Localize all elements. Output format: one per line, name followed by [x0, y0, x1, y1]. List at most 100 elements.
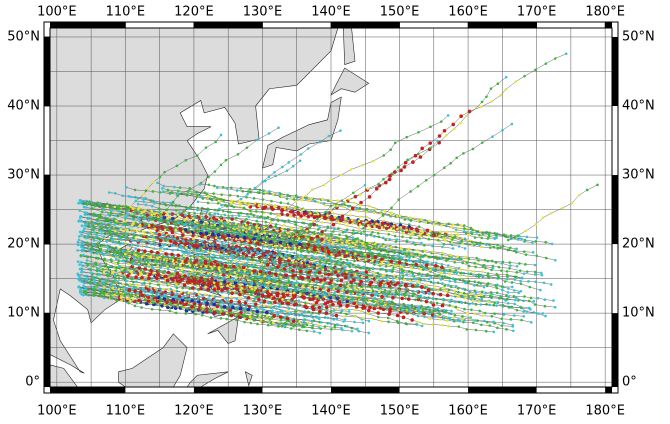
track-point	[196, 200, 200, 204]
track-point	[82, 253, 85, 257]
track-point	[117, 259, 120, 263]
track-point	[92, 243, 95, 247]
track-point	[286, 206, 290, 210]
track-point	[401, 274, 405, 277]
track-point	[124, 242, 127, 245]
track-point	[289, 311, 293, 315]
track-point	[152, 240, 156, 244]
track-point	[221, 301, 225, 305]
track-point	[136, 196, 140, 200]
track-point	[279, 201, 283, 205]
track-point	[323, 325, 327, 328]
track-point	[212, 302, 216, 307]
track-point	[87, 222, 91, 226]
track-point	[315, 315, 319, 319]
track-point	[188, 287, 191, 291]
track-point	[180, 305, 183, 309]
track-point	[419, 255, 422, 259]
track-point	[452, 316, 455, 319]
track-point	[316, 294, 319, 298]
track-point	[387, 312, 391, 317]
track-point	[423, 315, 426, 319]
track-point	[190, 192, 193, 196]
track-point	[225, 255, 229, 258]
track-point	[384, 265, 388, 268]
track-point	[281, 165, 284, 169]
track-point	[393, 274, 396, 277]
track-point	[412, 312, 415, 316]
track-point	[477, 273, 481, 276]
track-point	[544, 314, 547, 318]
track-point	[368, 267, 371, 271]
track-point	[424, 299, 429, 304]
track-point	[300, 198, 304, 202]
track-point	[312, 330, 316, 333]
track-point	[139, 271, 142, 274]
track-point	[322, 183, 326, 187]
track-point	[431, 323, 434, 326]
track-point	[89, 255, 93, 259]
track-point	[308, 285, 312, 289]
track-point	[259, 280, 263, 283]
track-point	[468, 290, 472, 294]
track-point	[159, 246, 163, 249]
track-point	[453, 289, 456, 292]
track-point	[287, 161, 291, 164]
track-point	[345, 270, 349, 274]
track-point	[380, 294, 384, 299]
track-point	[491, 266, 495, 270]
track-point	[224, 297, 228, 300]
track-point	[333, 324, 337, 327]
track-point	[341, 241, 344, 245]
track-point	[478, 243, 481, 247]
track-point	[429, 125, 432, 129]
track-point	[495, 291, 499, 295]
track-point	[449, 233, 453, 236]
track-point	[304, 301, 307, 305]
track-point	[219, 317, 223, 320]
track-point	[296, 205, 299, 209]
track-point	[427, 233, 430, 237]
track-point	[336, 220, 339, 223]
track	[188, 274, 513, 327]
track-point	[270, 230, 274, 234]
track-point	[368, 228, 372, 231]
track-point	[443, 289, 447, 293]
track-point	[500, 285, 504, 288]
track-point	[267, 175, 271, 179]
track-point	[285, 213, 290, 217]
track-point	[417, 130, 420, 134]
track-point	[245, 257, 249, 260]
track-point	[125, 209, 128, 212]
track-point	[372, 306, 377, 311]
track-point	[426, 273, 429, 277]
track-point	[431, 296, 435, 300]
track-point	[532, 300, 536, 303]
track-point	[311, 188, 314, 191]
track-point	[433, 284, 437, 288]
track-point	[307, 283, 310, 286]
track-point	[204, 310, 209, 314]
track-point	[237, 256, 240, 259]
track-point	[274, 278, 277, 281]
track-point	[493, 312, 496, 316]
track-point	[184, 302, 189, 307]
track-point	[338, 233, 341, 237]
track-point	[137, 266, 142, 270]
track-point	[194, 215, 198, 218]
track-point	[115, 266, 118, 269]
track-point	[438, 312, 442, 316]
track-point	[473, 236, 477, 239]
track-point	[289, 226, 293, 229]
track-point	[228, 303, 232, 307]
track-point	[484, 329, 488, 333]
track-point	[395, 313, 400, 318]
track-point	[106, 204, 109, 208]
track-point	[488, 303, 491, 307]
track-point	[191, 217, 195, 220]
track-point	[371, 159, 375, 163]
track-point	[226, 261, 230, 265]
track-point	[433, 274, 437, 278]
track-point	[426, 288, 431, 293]
track-point	[149, 242, 153, 246]
